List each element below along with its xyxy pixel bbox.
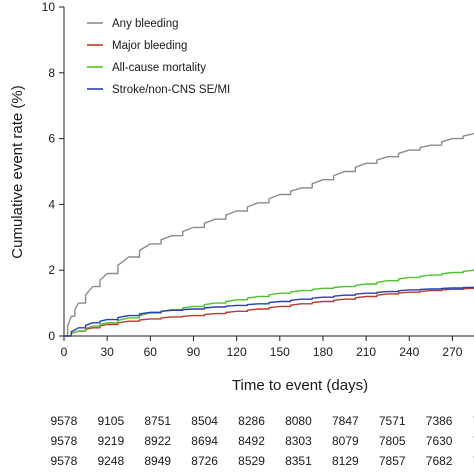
- risk-table-cell: 8286: [238, 414, 265, 428]
- y-tick-label: 4: [48, 197, 55, 211]
- risk-table-cell: 7260: [473, 414, 474, 428]
- risk-table-cell: 7847: [332, 414, 359, 428]
- risk-table-cell: 7857: [379, 454, 406, 468]
- risk-table-cell: 8751: [144, 414, 171, 428]
- y-tick-label: 6: [48, 132, 55, 146]
- risk-table-cell: 8504: [191, 414, 218, 428]
- risk-table-cell: 8080: [285, 414, 312, 428]
- risk-table-cell: 8303: [285, 434, 312, 448]
- legend-label: Any bleeding: [112, 18, 179, 30]
- risk-table-cell: 8079: [332, 434, 359, 448]
- series-line-2: [64, 269, 474, 337]
- risk-table-cell: 7504: [473, 434, 474, 448]
- x-tick-label: 120: [227, 345, 247, 359]
- y-axis-title: Cumulative event rate (%): [9, 85, 26, 258]
- series-line-0: [64, 133, 474, 337]
- y-tick-label: 10: [42, 0, 56, 14]
- risk-table-cell: 8949: [144, 454, 171, 468]
- risk-table-cell: 7682: [426, 454, 453, 468]
- x-tick-label: 90: [187, 345, 201, 359]
- y-tick-label: 0: [48, 329, 55, 343]
- x-tick-label: 0: [61, 345, 68, 359]
- x-tick-label: 180: [313, 345, 333, 359]
- risk-table-cell: 8129: [332, 454, 359, 468]
- risk-table-cell: 9105: [97, 414, 124, 428]
- risk-table-cell: 7386: [426, 414, 453, 428]
- risk-table-cell: 8529: [238, 454, 265, 468]
- risk-table-cell: 9248: [97, 454, 124, 468]
- x-tick-label: 30: [100, 345, 114, 359]
- risk-table-cell: 8726: [191, 454, 218, 468]
- x-axis: 0 30 60 90 120 150 180 210 240 270: [61, 335, 474, 359]
- risk-table-cell: 9219: [97, 434, 124, 448]
- risk-table-cell: 7556: [473, 454, 474, 468]
- x-tick-label: 150: [270, 345, 290, 359]
- risk-table-cell: 9578: [51, 454, 78, 468]
- risk-table-cell: 7571: [379, 414, 406, 428]
- risk-table-cell: 8694: [191, 434, 218, 448]
- x-tick-label: 210: [356, 345, 376, 359]
- x-tick-label: 240: [399, 345, 419, 359]
- legend-label: Major bleeding: [112, 40, 187, 52]
- risk-table-cell: 7630: [426, 434, 453, 448]
- y-axis: 0 2 4 6 8 10: [42, 0, 65, 343]
- series-line-3: [64, 286, 474, 337]
- x-tick-label: 60: [144, 345, 158, 359]
- risk-table: 9578 9105 8751 8504 8286 8080 7847 7571 7386 7260…: [51, 414, 474, 468]
- legend: Any bleeding Major bleeding All-cause mort…: [87, 18, 230, 96]
- risk-table-cell: 8922: [144, 434, 171, 448]
- y-tick-label: 2: [48, 263, 55, 277]
- series-layer: [64, 133, 474, 337]
- risk-table-cell: 8351: [285, 454, 312, 468]
- legend-label: Stroke/non-CNS SE/MI: [112, 84, 230, 96]
- legend-label: All-cause mortality: [112, 62, 206, 74]
- risk-table-cell: 8492: [238, 434, 265, 448]
- risk-table-cell: 9578: [51, 414, 78, 428]
- y-tick-label: 8: [48, 66, 55, 80]
- risk-table-cell: 7805: [379, 434, 406, 448]
- risk-table-cell: 9578: [51, 434, 78, 448]
- x-tick-label: 270: [442, 345, 462, 359]
- series-line-1: [64, 287, 474, 337]
- x-axis-title: Time to event (days): [232, 377, 368, 394]
